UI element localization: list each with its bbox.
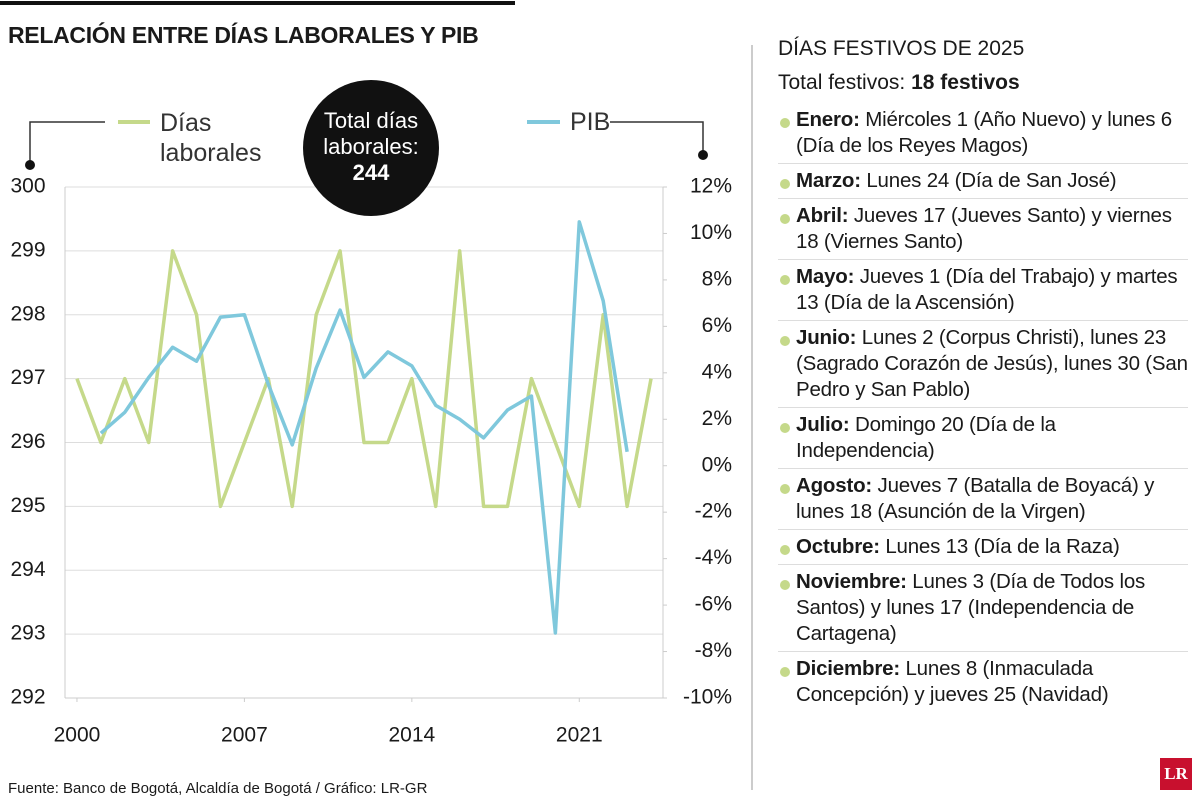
left-axis-bracket	[29, 121, 105, 165]
bullet	[780, 423, 790, 433]
x-tick-label: 2014	[388, 724, 435, 747]
y-tick-label: 299	[10, 238, 45, 261]
y2-tick-label: 6%	[702, 314, 732, 337]
holiday-text: Lunes 24 (Día de San José)	[866, 169, 1117, 192]
bullet	[780, 484, 790, 494]
legend-label: Días laborales	[160, 109, 262, 167]
total-value: 18 festivos	[911, 71, 1020, 94]
y-tick-label: 294	[10, 558, 45, 581]
y-tick-label: 293	[10, 622, 45, 645]
chart-title: RELACIÓN ENTRE DÍAS LABORALES Y PIB	[8, 22, 479, 48]
holiday-list: Enero: Miércoles 1 (Año Nuevo) y lunes 6…	[778, 103, 1188, 712]
sidebar: DÍAS FESTIVOS DE 2025 Total festivos: 18…	[778, 37, 1188, 712]
x-tick-label: 2007	[221, 724, 268, 747]
bullet	[780, 118, 790, 128]
right-axis-dot	[698, 150, 708, 160]
bullet	[780, 336, 790, 346]
holiday-month: Octubre:	[796, 535, 880, 558]
holiday-item: Marzo: Lunes 24 (Día de San José)	[778, 163, 1188, 198]
y-tick-label: 297	[10, 366, 45, 389]
source: Fuente: Banco de Bogotá, Alcaldía de Bog…	[8, 780, 428, 797]
holiday-month: Julio:	[796, 413, 850, 436]
holiday-item: Noviembre: Lunes 3 (Día de Todos los San…	[778, 564, 1188, 651]
annotation-label: Total días laborales:	[323, 108, 419, 159]
y2-tick-label: 10%	[690, 221, 732, 244]
holiday-text: Miércoles 1 (Año Nuevo) y lunes 6 (Día d…	[796, 108, 1172, 157]
y-tick-label: 298	[10, 302, 45, 325]
holiday-month: Diciembre:	[796, 657, 900, 680]
y-tick-label: 292	[10, 686, 45, 709]
holiday-text: Lunes 2 (Corpus Christi), lunes 23 (Sagr…	[796, 326, 1188, 401]
holiday-text: Jueves 7 (Batalla de Boyacá) y lunes 18 …	[796, 474, 1155, 523]
holiday-item: Diciembre: Lunes 8 (Inmaculada Concepció…	[778, 651, 1188, 712]
holiday-text: Lunes 8 (Inmaculada Concepción) y jueves…	[796, 657, 1109, 706]
legend-label: PIB	[570, 108, 611, 136]
left-axis-dot	[25, 160, 35, 170]
holiday-month: Abril:	[796, 204, 849, 227]
holiday-item: Octubre: Lunes 13 (Día de la Raza)	[778, 529, 1188, 564]
annotation-bubble: Total días laborales: 244	[303, 80, 439, 216]
holiday-text: Jueves 17 (Jueves Santo) y viernes 18 (V…	[796, 204, 1172, 253]
holiday-month: Noviembre:	[796, 570, 907, 593]
y2-tick-label: -10%	[683, 686, 732, 709]
holiday-item: Abril: Jueves 17 (Jueves Santo) y vierne…	[778, 198, 1188, 259]
y2-tick-label: -4%	[695, 546, 732, 569]
holiday-month: Agosto:	[796, 474, 873, 497]
bullet	[780, 275, 790, 285]
holiday-item: Mayo: Jueves 1 (Día del Trabajo) y marte…	[778, 259, 1188, 320]
holiday-text: Lunes 3 (Día de Todos los Santos) y lune…	[796, 570, 1146, 645]
right-axis-bracket	[610, 121, 704, 155]
y2-tick-label: -2%	[695, 500, 732, 523]
bullet	[780, 545, 790, 555]
holiday-month: Junio:	[796, 326, 857, 349]
logo: LR	[1160, 758, 1192, 790]
bullet	[780, 214, 790, 224]
total-label: Total festivos:	[778, 71, 906, 94]
series-line	[99, 220, 629, 635]
holiday-text: Jueves 1 (Día del Trabajo) y martes 13 (…	[796, 265, 1178, 314]
sidebar-total: Total festivos: 18 festivos	[778, 71, 1188, 95]
y2-tick-label: 12%	[690, 175, 732, 198]
holiday-text: Domingo 20 (Día de la Independencia)	[796, 413, 1056, 462]
annotation-value: 244	[352, 160, 390, 185]
sidebar-title: DÍAS FESTIVOS DE 2025	[778, 37, 1025, 60]
x-tick-label: 2000	[54, 724, 101, 747]
y2-tick-label: 0%	[702, 453, 732, 476]
holiday-item: Junio: Lunes 2 (Corpus Christi), lunes 2…	[778, 320, 1188, 407]
y-tick-label: 300	[10, 175, 45, 198]
y2-tick-label: 2%	[702, 407, 732, 430]
holiday-item: Enero: Miércoles 1 (Año Nuevo) y lunes 6…	[778, 103, 1188, 163]
y2-tick-label: -8%	[695, 639, 732, 662]
holiday-item: Julio: Domingo 20 (Día de la Independenc…	[778, 407, 1188, 468]
y2-tick-label: 8%	[702, 267, 732, 290]
x-tick-label: 2021	[556, 724, 603, 747]
y-tick-label: 296	[10, 430, 45, 453]
bullet	[780, 667, 790, 677]
holiday-text: Lunes 13 (Día de la Raza)	[885, 535, 1120, 558]
y-tick-label: 295	[10, 494, 45, 517]
y2-tick-label: -6%	[695, 593, 732, 616]
holiday-month: Enero:	[796, 108, 860, 131]
y2-tick-label: 4%	[702, 360, 732, 383]
series-line	[75, 249, 653, 509]
holiday-month: Mayo:	[796, 265, 855, 288]
bullet	[780, 580, 790, 590]
holiday-month: Marzo:	[796, 169, 861, 192]
bullet	[780, 179, 790, 189]
holiday-item: Agosto: Jueves 7 (Batalla de Boyacá) y l…	[778, 468, 1188, 529]
